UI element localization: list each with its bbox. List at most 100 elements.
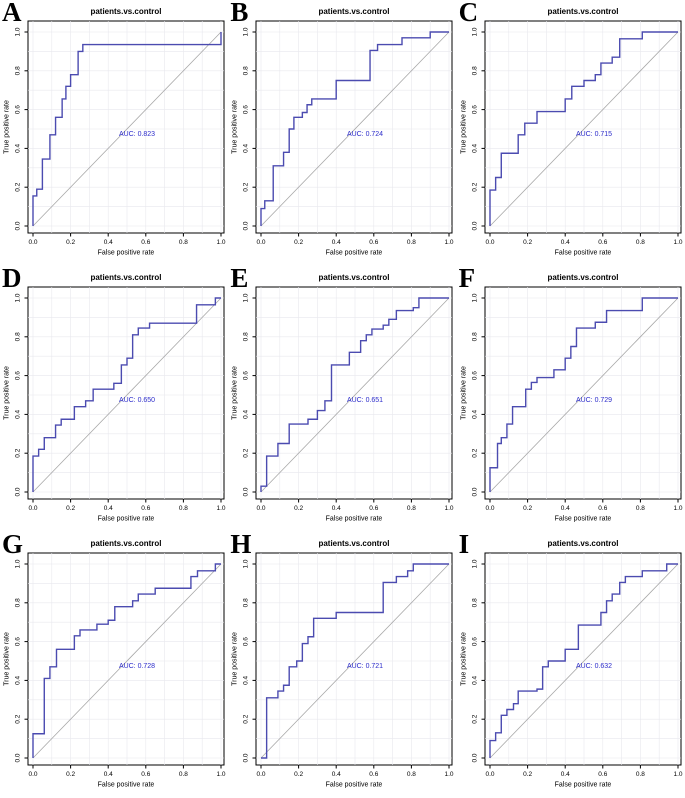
y-axis-tick-label: 0.4: [14, 409, 21, 418]
diagonal-reference-line: [32, 31, 222, 227]
panel-letter-label: E: [230, 263, 249, 293]
auc-value-label: AUC: 0.823: [119, 131, 155, 138]
panel-letter-label: G: [2, 529, 24, 559]
roc-panel: D 0.0 0.0 0.2 0.2 0.4 0.4 0.6 0.6 0.8 0.8 1.0 1.0 pa…: [0, 263, 228, 532]
y-axis-tick-label: 1.0: [243, 27, 250, 36]
panel-letter-label: D: [2, 263, 22, 293]
x-axis-label: False positive rate: [554, 249, 611, 256]
y-axis-tick-label: 0.0: [14, 221, 21, 230]
x-axis-tick-label: 0.0: [257, 771, 266, 778]
y-axis-tick-label: 1.0: [14, 559, 21, 568]
x-axis-tick-label: 0.8: [179, 771, 188, 778]
y-axis-tick-label: 1.0: [471, 293, 478, 302]
x-axis-label: False positive rate: [554, 515, 611, 522]
x-axis-tick-label: 1.0: [216, 771, 225, 778]
y-axis-tick-label: 0.6: [14, 637, 21, 646]
roc-curve-path: [488, 297, 678, 492]
y-axis-tick-label: 0.4: [471, 409, 478, 418]
roc-curve-path: [32, 297, 221, 492]
roc-panel: B 0.0 0.0 0.2 0.2 0.4 0.4 0.6 0.6 0.8 0.8 1.0 1.0 pa…: [228, 0, 456, 266]
y-axis-label: True positive rate: [460, 632, 467, 686]
y-axis-tick-label: 0.6: [471, 371, 478, 380]
x-axis-tick-label: 0.4: [332, 505, 341, 512]
x-axis-tick-label: 0.0: [28, 505, 37, 512]
roc-panel: F 0.0 0.0 0.2 0.2 0.4 0.4 0.6 0.6 0.8 0.8 1.0 1.0 pa…: [457, 263, 685, 532]
plot-title: patients.vs.control: [547, 273, 618, 282]
y-axis-tick-label: 0.2: [243, 182, 250, 191]
plot-title: patients.vs.control: [547, 7, 618, 16]
y-axis-tick-label: 0.6: [14, 371, 21, 380]
diagonal-reference-line: [489, 297, 678, 493]
y-axis-tick-label: 0.2: [14, 182, 21, 191]
y-axis-tick-label: 1.0: [14, 27, 21, 36]
x-axis-tick-label: 1.0: [216, 239, 225, 246]
x-axis-tick-label: 0.0: [485, 239, 494, 246]
roc-plot: 0.0 0.0 0.2 0.2 0.4 0.4 0.6 0.6 0.8 0.8 1.0 1.0 pati…: [232, 7, 454, 256]
x-axis-tick-label: 1.0: [673, 239, 682, 246]
x-axis-tick-label: 0.6: [141, 771, 150, 778]
auc-value-label: AUC: 0.632: [576, 663, 612, 670]
x-axis-tick-label: 0.4: [560, 505, 569, 512]
y-axis-tick-label: 0.2: [243, 714, 250, 723]
y-axis-tick-label: 0.4: [471, 675, 478, 684]
y-axis-tick-label: 1.0: [471, 27, 478, 36]
x-axis-tick-label: 0.0: [28, 771, 37, 778]
x-axis-tick-label: 1.0: [673, 505, 682, 512]
x-axis-tick-label: 0.0: [257, 505, 266, 512]
x-axis-tick-label: 0.2: [294, 239, 303, 246]
x-axis-tick-label: 0.4: [104, 505, 113, 512]
diagonal-reference-line: [32, 297, 222, 493]
y-axis-tick-label: 0.0: [471, 221, 478, 230]
x-axis-tick-label: 0.2: [66, 505, 75, 512]
y-axis-tick-label: 0.2: [471, 714, 478, 723]
x-axis-tick-label: 0.2: [294, 505, 303, 512]
roc-panel: C 0.0 0.0 0.2 0.2 0.4 0.4 0.6 0.6 0.8 0.8 1.0 1.0 pa…: [457, 0, 685, 266]
roc-panel: H 0.0 0.0 0.2 0.2 0.4 0.4 0.6 0.6 0.8 0.8 1.0 1.0 pa…: [228, 529, 456, 798]
y-axis-tick-label: 0.4: [14, 675, 21, 684]
y-axis-label: True positive rate: [232, 632, 239, 686]
y-axis-tick-label: 0.8: [471, 332, 478, 341]
roc-plot: 0.0 0.0 0.2 0.2 0.4 0.4 0.6 0.6 0.8 0.8 1.0 1.0 pati…: [232, 539, 454, 788]
x-axis-tick-label: 0.2: [66, 239, 75, 246]
y-axis-tick-label: 0.0: [14, 753, 21, 762]
roc-panel: I 0.0 0.0 0.2 0.2 0.4 0.4 0.6 0.6 0.8 0.8 1.0 1.0 pa…: [457, 529, 685, 798]
roc-plot: 0.0 0.0 0.2 0.2 0.4 0.4 0.6 0.6 0.8 0.8 1.0 1.0 pati…: [232, 273, 454, 522]
panel-letter-label: F: [458, 263, 476, 293]
y-axis-tick-label: 0.8: [243, 332, 250, 341]
roc-curve-path: [261, 563, 450, 759]
plot-title: patients.vs.control: [547, 539, 618, 548]
roc-curve-path: [32, 32, 222, 226]
y-axis-tick-label: 0.8: [471, 66, 478, 75]
y-axis-label: True positive rate: [3, 100, 10, 154]
roc-plot: 0.0 0.0 0.2 0.2 0.4 0.4 0.6 0.6 0.8 0.8 1.0 1.0 pati…: [3, 273, 225, 522]
y-axis-tick-label: 0.0: [243, 487, 250, 496]
auc-value-label: AUC: 0.715: [576, 131, 612, 138]
auc-value-label: AUC: 0.728: [119, 663, 155, 670]
roc-plot: 0.0 0.0 0.2 0.2 0.4 0.4 0.6 0.6 0.8 0.8 1.0 1.0 pati…: [460, 539, 682, 788]
x-axis-tick-label: 0.8: [407, 239, 416, 246]
y-axis-tick-label: 0.4: [14, 143, 21, 152]
y-axis-tick-label: 0.2: [471, 448, 478, 457]
auc-value-label: AUC: 0.721: [347, 663, 383, 670]
x-axis-label: False positive rate: [98, 515, 155, 522]
x-axis-tick-label: 0.6: [370, 239, 379, 246]
panel-letter-label: H: [230, 529, 252, 559]
plot-title: patients.vs.control: [90, 7, 161, 16]
roc-panel: G 0.0 0.0 0.2 0.2 0.4 0.4 0.6 0.6 0.8 0.8 1.0 1.0 pa…: [0, 529, 228, 798]
auc-value-label: AUC: 0.650: [119, 397, 155, 404]
x-axis-label: False positive rate: [326, 249, 383, 256]
x-axis-tick-label: 0.8: [636, 771, 645, 778]
x-axis-tick-label: 0.6: [141, 505, 150, 512]
x-axis-tick-label: 0.8: [636, 505, 645, 512]
y-axis-tick-label: 1.0: [243, 559, 250, 568]
roc-curve-path: [260, 297, 450, 492]
y-axis-tick-label: 0.8: [14, 598, 21, 607]
x-axis-tick-label: 0.6: [370, 505, 379, 512]
roc-plot: 0.0 0.0 0.2 0.2 0.4 0.4 0.6 0.6 0.8 0.8 1.0 1.0 pati…: [3, 539, 225, 788]
x-axis-tick-label: 0.0: [485, 505, 494, 512]
y-axis-tick-label: 0.0: [471, 753, 478, 762]
y-axis-tick-label: 0.2: [243, 448, 250, 457]
roc-curve-path: [32, 563, 221, 758]
roc-curve-path: [488, 31, 678, 226]
